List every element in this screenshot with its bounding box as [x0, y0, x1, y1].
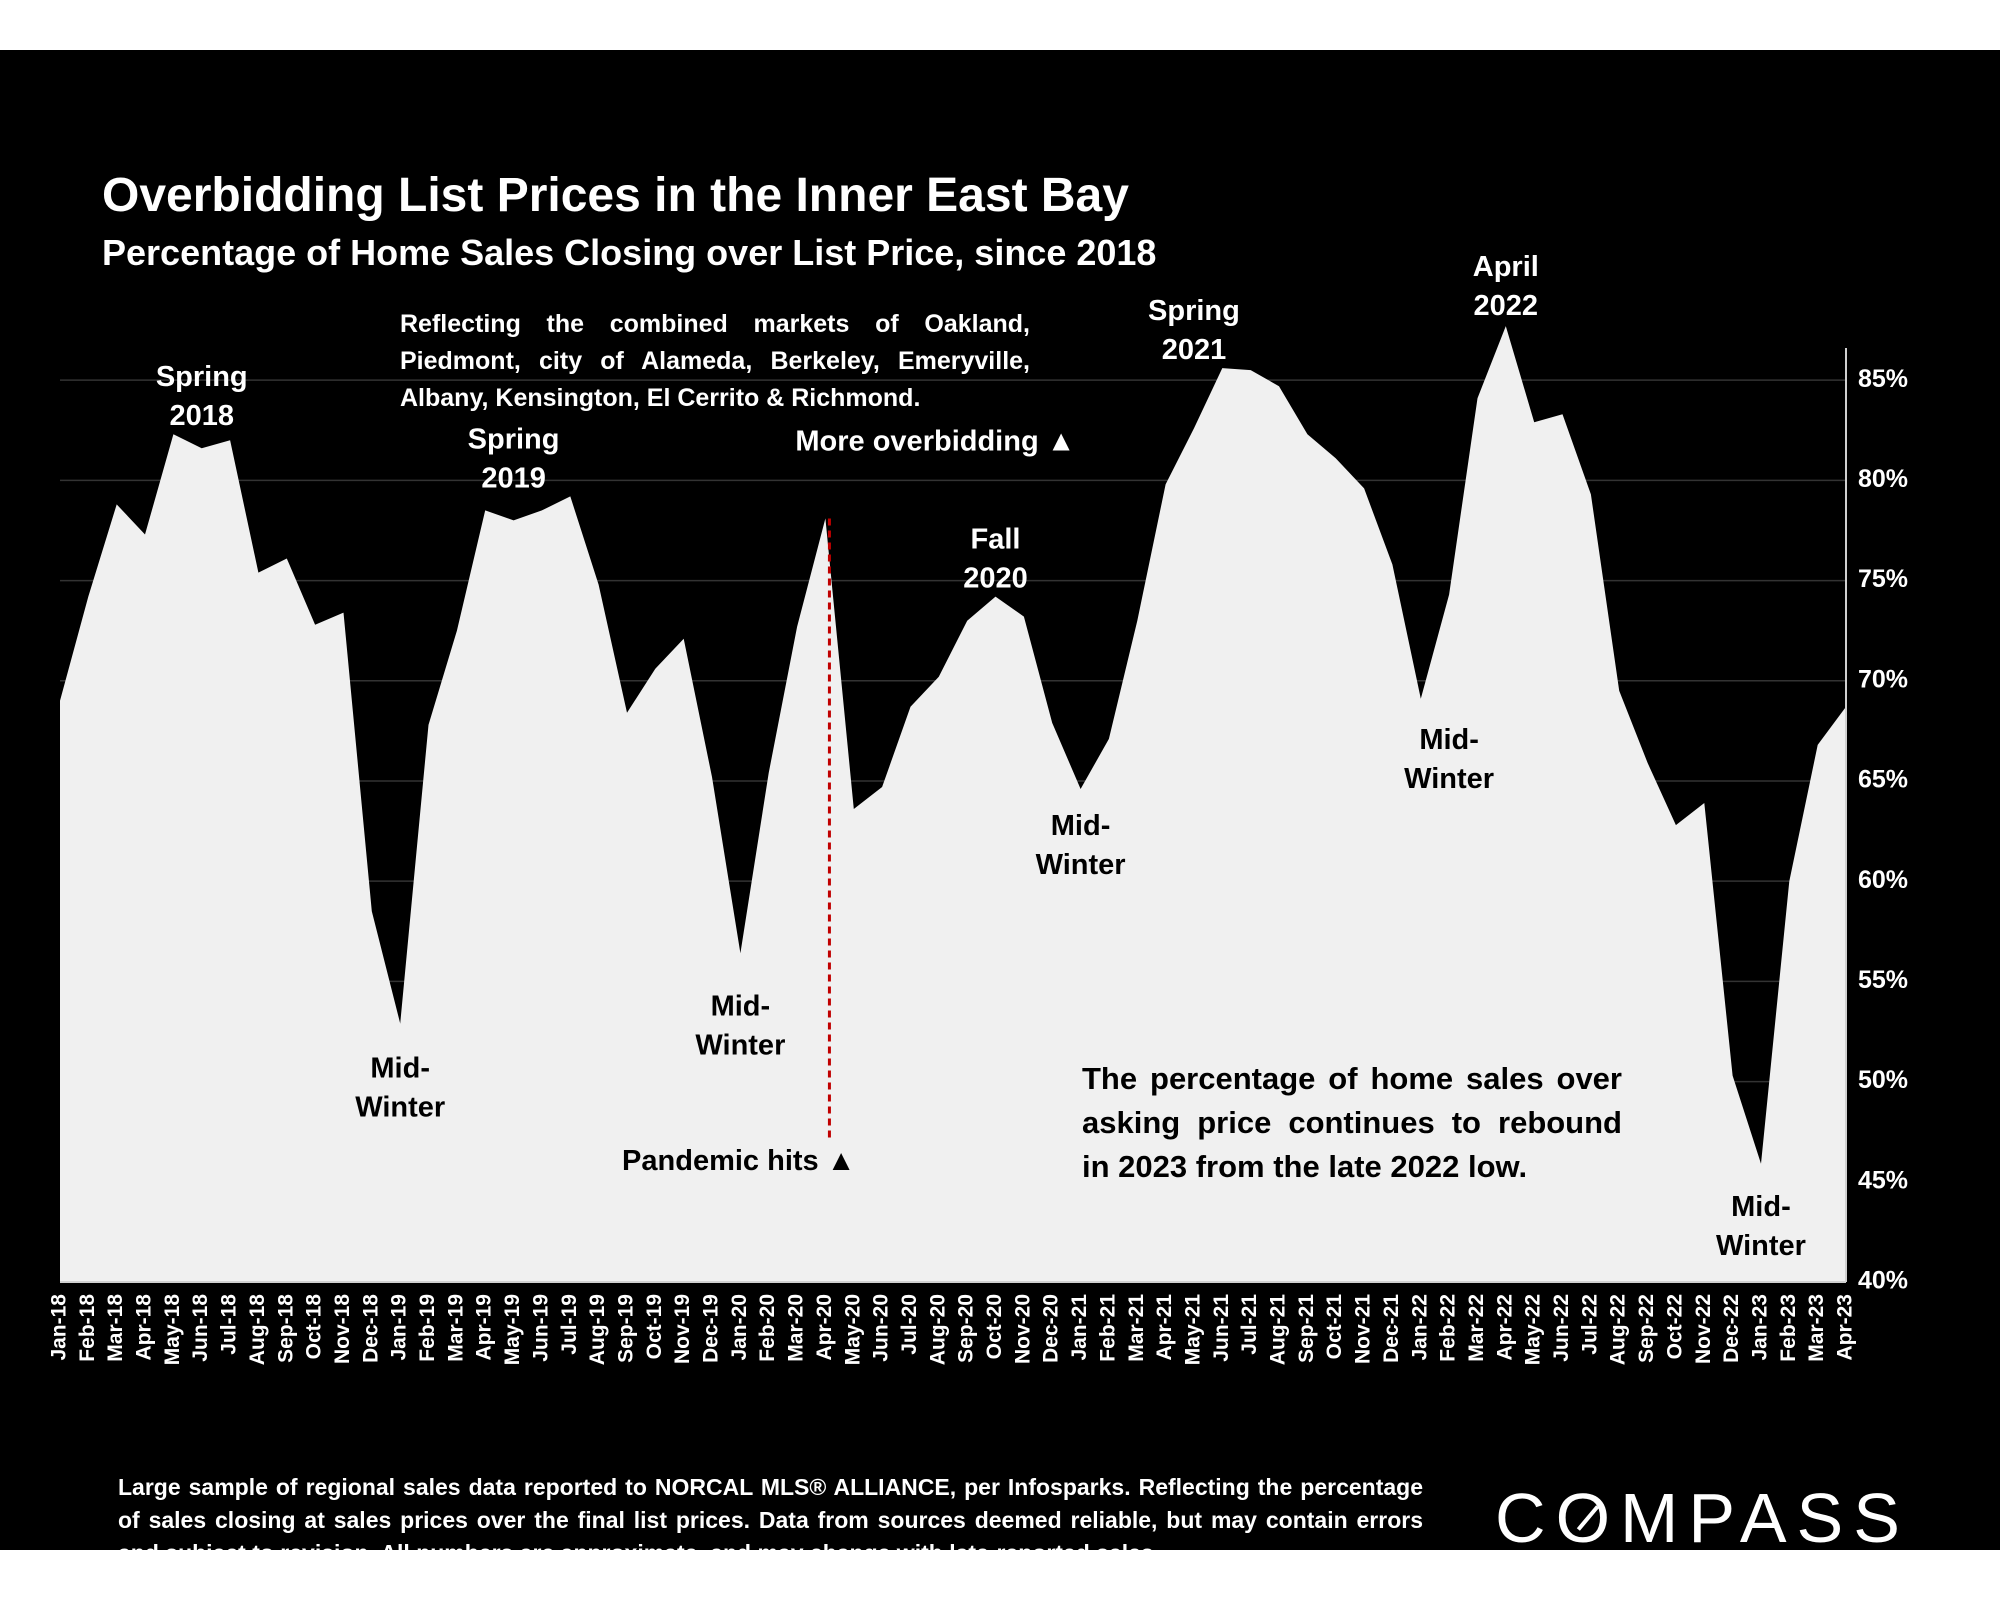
x-tick-label: Jul-22 [1578, 1294, 1601, 1355]
marker-label: Pandemic hits ▲ [622, 1145, 855, 1177]
x-tick-label: Jan-21 [1068, 1294, 1091, 1361]
x-tick-label: Feb-18 [76, 1294, 99, 1362]
source-footnote: Large sample of regional sales data repo… [118, 1474, 1423, 1566]
y-tick-label: 80% [1858, 465, 1908, 493]
x-tick-label: Sep-20 [955, 1294, 978, 1363]
x-tick-label: Mar-22 [1465, 1294, 1488, 1362]
x-tick-label: Jan-20 [728, 1294, 751, 1361]
x-tick-label: May-21 [1182, 1294, 1205, 1366]
annotation-label: Mid-Winter [695, 990, 785, 1061]
y-tick-label: 65% [1858, 766, 1908, 794]
y-tick-label: 75% [1858, 565, 1908, 593]
x-tick-label: Mar-18 [104, 1294, 127, 1362]
chart-subtitle: Percentage of Home Sales Closing over Li… [102, 232, 1157, 273]
x-tick-label: Dec-21 [1380, 1294, 1403, 1363]
x-tick-label: Aug-19 [586, 1294, 609, 1365]
annotation-label: April 2022 [1473, 251, 1539, 322]
x-tick-label: Apr-21 [1153, 1294, 1176, 1361]
annotation-label: Mid-Winter [355, 1053, 445, 1124]
x-tick-label: Feb-22 [1437, 1294, 1460, 1362]
x-tick-label: Oct-19 [643, 1294, 666, 1359]
x-tick-label: Sep-22 [1635, 1294, 1658, 1363]
x-tick-label: Jul-21 [1238, 1294, 1261, 1355]
x-tick-label: Nov-20 [1011, 1294, 1034, 1364]
x-tick-label: May-22 [1522, 1294, 1545, 1365]
x-tick-label: Aug-18 [246, 1294, 269, 1365]
x-tick-label: Oct-21 [1323, 1294, 1346, 1360]
x-tick-label: Mar-20 [785, 1294, 808, 1362]
x-tick-label: Mar-23 [1805, 1294, 1828, 1362]
x-tick-label: Oct-20 [983, 1294, 1006, 1359]
logo-o-slash-icon: O [1556, 1478, 1620, 1558]
x-tick-label: Dec-18 [359, 1294, 382, 1363]
y-tick-label: 70% [1858, 665, 1908, 693]
x-tick-label: Jun-21 [1210, 1294, 1233, 1362]
x-tick-label: Jul-19 [558, 1294, 581, 1355]
annotation-label: Mid-Winter [1036, 810, 1126, 881]
x-tick-label: Apr-19 [473, 1294, 496, 1361]
x-tick-label: Sep-18 [274, 1294, 297, 1363]
x-tick-label: Feb-23 [1777, 1294, 1800, 1362]
x-tick-label: Feb-19 [416, 1294, 439, 1362]
x-tick-label: May-18 [161, 1294, 184, 1366]
x-tick-label: Nov-21 [1352, 1294, 1375, 1364]
markets-note: Reflecting the combined markets of Oakla… [400, 310, 1030, 412]
y-tick-label: 40% [1858, 1267, 1908, 1295]
chart-slide: Jan-18 Feb-18 Mar-18 Apr-18 May-18 Jun-18 Jul-… [0, 50, 2000, 1566]
x-tick-label: Jan-18 [48, 1294, 71, 1361]
x-tick-label: Sep-19 [615, 1294, 638, 1363]
x-tick-label: Apr-18 [133, 1294, 156, 1361]
x-tick-label: Jun-20 [870, 1294, 893, 1362]
x-tick-label: Jun-19 [529, 1294, 552, 1362]
chart: Jan-18 Feb-18 Mar-18 Apr-18 May-18 Jun-18 Jul-… [48, 251, 1909, 1366]
x-tick-label: May-20 [841, 1294, 864, 1365]
x-tick-label: Nov-22 [1692, 1294, 1715, 1364]
y-tick-label: 55% [1858, 966, 1908, 994]
x-tick-label: Nov-18 [331, 1294, 354, 1364]
x-tick-label: Jan-22 [1408, 1294, 1431, 1361]
x-tick-label: Oct-22 [1663, 1294, 1686, 1359]
annotation-label: Mid-Winter [1404, 724, 1494, 795]
annotation-label: Spring 2019 [468, 423, 560, 494]
series-area [60, 326, 1846, 1283]
x-tick-label: Apr-23 [1834, 1294, 1857, 1361]
marker-label: More overbidding ▲ [795, 425, 1075, 457]
x-tick-label: Dec-19 [700, 1294, 723, 1363]
x-tick-label: Apr-22 [1493, 1294, 1516, 1361]
y-tick-label: 45% [1858, 1166, 1908, 1194]
x-tick-label: Oct-18 [303, 1294, 326, 1360]
y-tick-label: 60% [1858, 866, 1908, 894]
x-tick-label: Jan-23 [1749, 1294, 1772, 1361]
annotation-label: Spring 2021 [1148, 295, 1240, 366]
x-tick-label: Jun-18 [189, 1294, 212, 1362]
annotation-label: Mid-Winter [1716, 1191, 1806, 1262]
chart-title: Overbidding List Prices in the Inner Eas… [102, 169, 1129, 222]
rebound-callout: The percentage of home sales over asking… [1082, 1061, 1622, 1184]
x-tick-label: Feb-20 [756, 1294, 779, 1362]
annotation-label: Fall 2020 [963, 524, 1028, 595]
x-tick-label: May-19 [501, 1294, 524, 1365]
x-tick-label: Nov-19 [671, 1294, 694, 1364]
compass-logo: COMPASS [1495, 1478, 1910, 1558]
x-tick-label: Sep-21 [1295, 1294, 1318, 1363]
x-tick-label: Jan-19 [388, 1294, 411, 1361]
x-tick-label: Aug-22 [1607, 1294, 1630, 1365]
x-tick-label: Jul-18 [218, 1294, 241, 1355]
y-tick-label: 50% [1858, 1066, 1908, 1094]
x-tick-label: Dec-20 [1040, 1294, 1063, 1363]
x-tick-label: Apr-20 [813, 1294, 836, 1361]
x-tick-label: Aug-20 [926, 1294, 949, 1365]
annotation-label: Spring 2018 [156, 361, 248, 432]
x-tick-label: Jun-22 [1550, 1294, 1573, 1362]
x-tick-label: Mar-19 [444, 1294, 467, 1362]
y-tick-label: 85% [1858, 365, 1908, 393]
x-tick-label: Aug-21 [1267, 1294, 1290, 1365]
x-tick-label: Mar-21 [1125, 1294, 1148, 1362]
x-tick-label: Dec-22 [1720, 1294, 1743, 1363]
x-tick-label: Jul-20 [898, 1294, 921, 1355]
x-tick-label: Feb-21 [1096, 1294, 1119, 1362]
